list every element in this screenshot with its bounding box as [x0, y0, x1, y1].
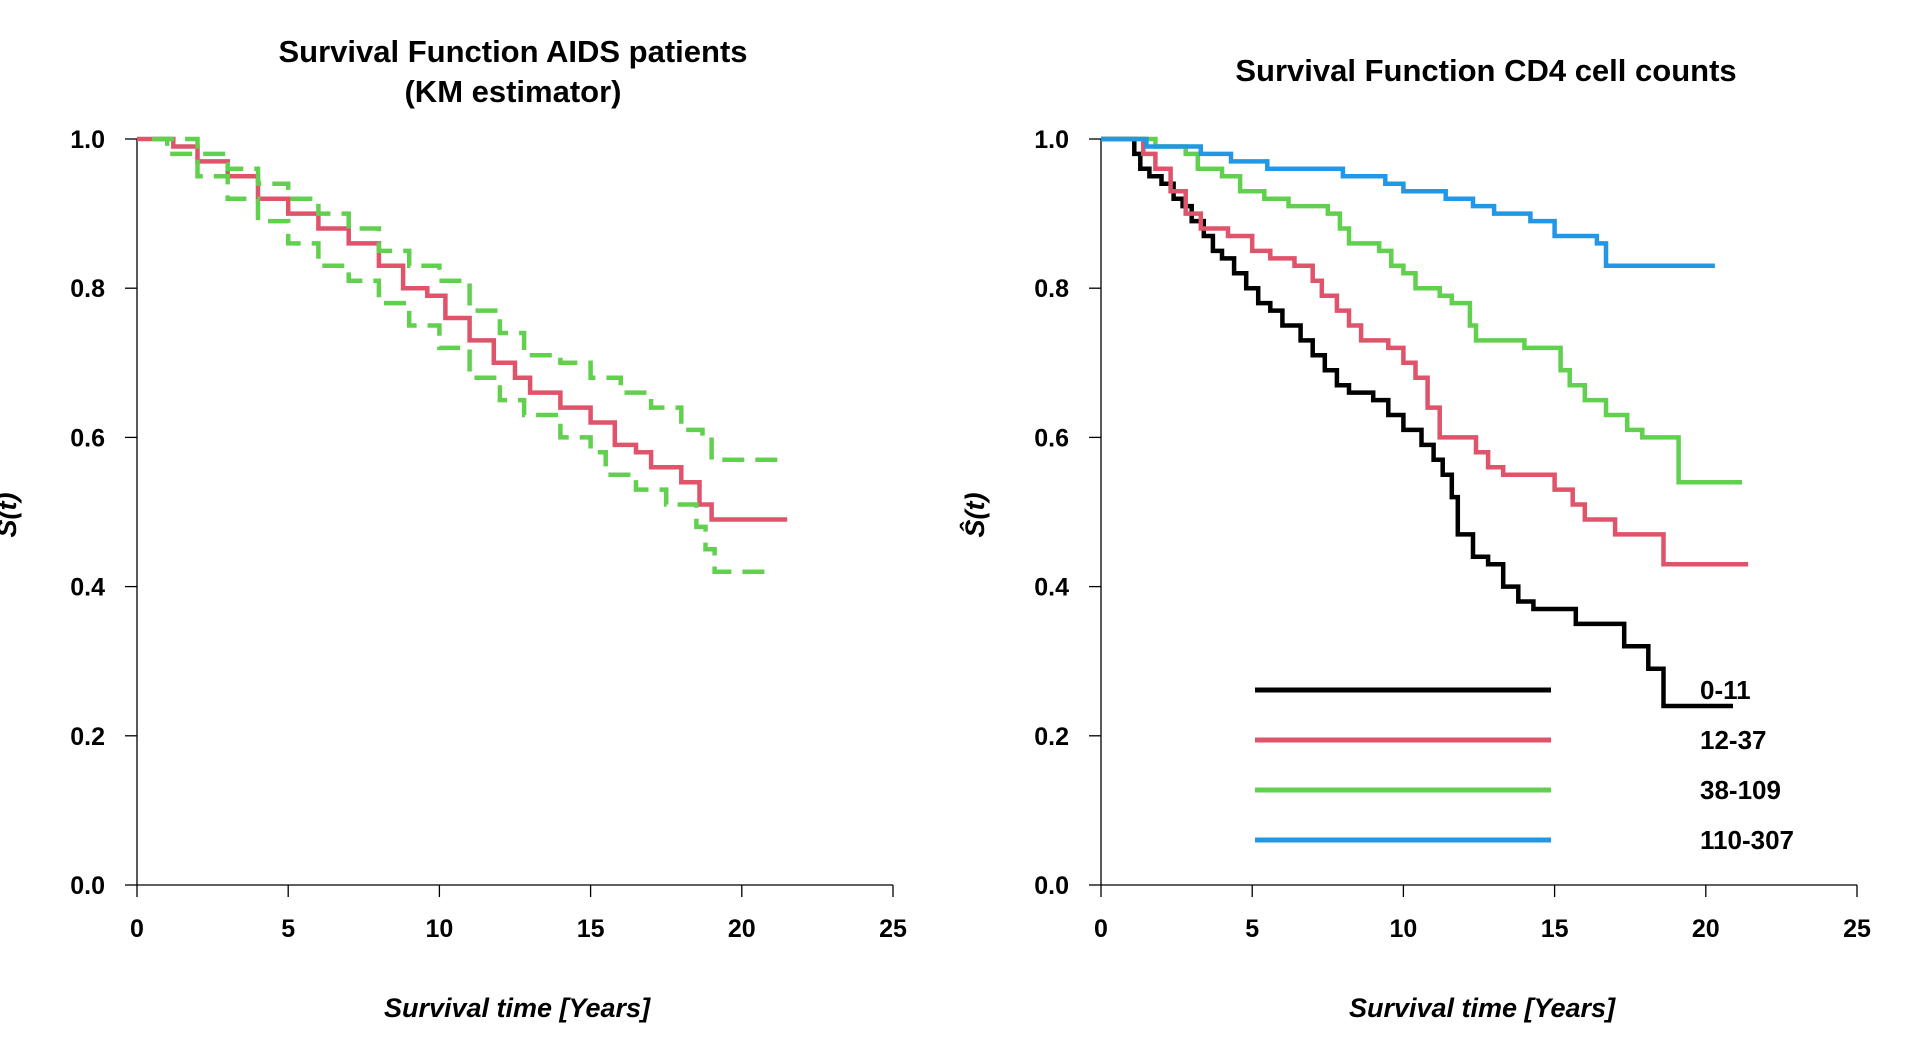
- x-axis-label: Survival time [Years]: [384, 993, 651, 1023]
- series-line-estimate: [137, 136, 788, 522]
- x-tick-label: 0: [1094, 915, 1108, 943]
- series-line-38-109: [1101, 136, 1743, 485]
- y-tick-label: 0.2: [70, 723, 105, 751]
- plot-area: 0.0 0.2 0.4 0.6 0.8 1.0 0 5 10 15 20 25 0-11 12-37 38-…: [1034, 126, 1871, 943]
- x-tick-label: 25: [1843, 915, 1871, 943]
- chart-title: Survival Function CD4 cell counts: [1235, 53, 1736, 88]
- series-line-110-307: [1101, 136, 1715, 269]
- x-tick-label: 15: [577, 915, 605, 943]
- y-tick-label: 0.0: [1034, 872, 1069, 900]
- y-tick-label: 0.8: [1034, 275, 1069, 303]
- x-axis-label: Survival time [Years]: [1349, 993, 1616, 1023]
- y-tick-label: 0.2: [1034, 723, 1069, 751]
- chart-title-line-1: Survival Function AIDS patients: [278, 34, 747, 69]
- x-tick-label: 0: [130, 915, 144, 943]
- km-panel: Survival Function AIDS patients (KM esti…: [0, 34, 907, 1023]
- x-tick-label: 20: [728, 915, 756, 943]
- series-line-upper: [152, 136, 788, 463]
- x-tick-label: 5: [1245, 915, 1259, 943]
- legend-label: 0-11: [1700, 675, 1751, 705]
- y-axis-label: Ŝ(t): [959, 493, 990, 538]
- series-line-0-11: [1101, 136, 1733, 709]
- y-tick-label: 0.4: [1034, 574, 1069, 602]
- x-tick-label: 10: [425, 915, 453, 943]
- chart-title-line-2: (KM estimator): [404, 74, 621, 109]
- x-tick-label: 15: [1541, 915, 1569, 943]
- y-tick-label: 0.0: [70, 872, 105, 900]
- x-tick-label: 10: [1389, 915, 1417, 943]
- plot-area: 0.0 0.2 0.4 0.6 0.8 1.0 0 5 10 15 20 25: [70, 126, 907, 943]
- y-tick-label: 1.0: [1034, 126, 1069, 154]
- y-tick-label: 0.6: [70, 424, 105, 452]
- y-tick-label: 1.0: [70, 126, 105, 154]
- series-line-12-37: [1101, 136, 1749, 567]
- cd4-panel: Survival Function CD4 cell counts 0.0 0.2…: [959, 53, 1871, 1023]
- x-tick-label: 20: [1692, 915, 1720, 943]
- legend-label: 110-307: [1700, 825, 1794, 855]
- y-tick-label: 0.4: [70, 574, 105, 602]
- y-tick-label: 0.6: [1034, 424, 1069, 452]
- y-tick-label: 0.8: [70, 275, 105, 303]
- legend-label: 12-37: [1700, 725, 1767, 755]
- x-tick-label: 5: [281, 915, 295, 943]
- legend-label: 38-109: [1700, 775, 1781, 805]
- series-line-lower: [152, 136, 772, 574]
- y-axis-label: Ŝ(t): [0, 493, 22, 538]
- x-tick-label: 25: [879, 915, 907, 943]
- legend: 0-11 12-37 38-109 110-307: [1255, 675, 1794, 855]
